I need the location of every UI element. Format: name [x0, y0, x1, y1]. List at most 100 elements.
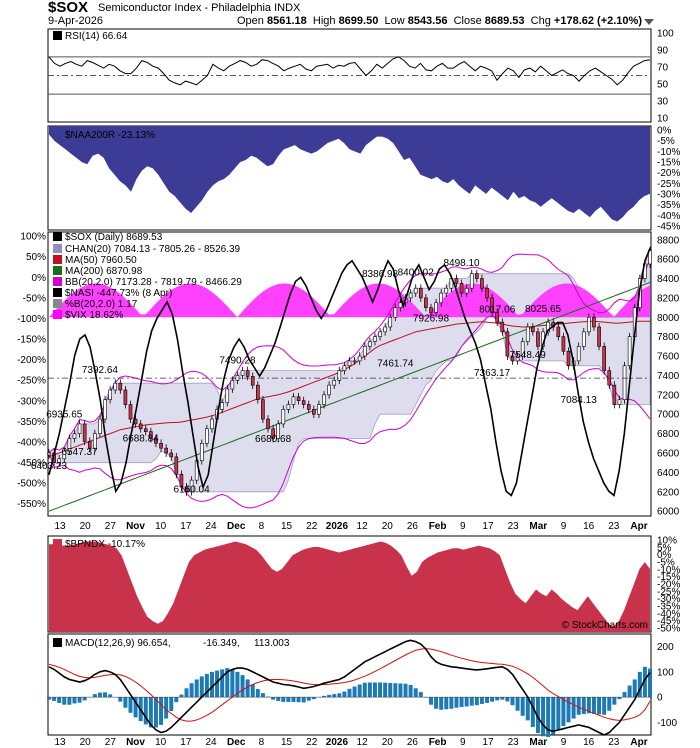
candle-body: [199, 443, 204, 462]
naa200r-tick: -45%: [657, 222, 680, 233]
candle-body: [576, 346, 581, 362]
candle-body: [429, 307, 433, 313]
pct-tick: 0%: [32, 273, 47, 284]
macd-hist-bar: [342, 691, 347, 698]
macd-hist-bar: [418, 692, 423, 698]
candle-body: [352, 360, 357, 363]
macd-hist-bar: [556, 697, 561, 731]
price-annotation: 8400.02: [398, 268, 435, 279]
candle-body: [536, 331, 540, 347]
x-axis-label-bottom: 22: [306, 737, 318, 748]
bpndx-tick: -5%: [657, 558, 675, 569]
price-tick: 7600: [657, 352, 680, 363]
rsi-tick: 100: [657, 29, 674, 40]
candle-body: [174, 456, 179, 475]
x-axis-label: 12: [357, 521, 369, 532]
macd-hist-bar: [276, 697, 281, 701]
pct-tick: 100%: [20, 232, 46, 243]
rsi-legend-swatch: [53, 31, 62, 40]
macd-hist-bar: [52, 697, 57, 701]
x-axis-label: 22: [306, 521, 318, 532]
x-axis-label-bottom: Feb: [429, 737, 447, 748]
x-axis-label: 24: [205, 521, 217, 532]
price-tick: 7800: [657, 332, 680, 343]
candle-body: [301, 400, 306, 405]
candle-body: [520, 341, 525, 357]
x-axis-label: 17: [482, 521, 494, 532]
candle-body: [332, 380, 337, 386]
price-tick: 7200: [657, 390, 680, 401]
macd-hist-bar: [525, 697, 530, 721]
macd-tick: -100: [657, 718, 677, 729]
open-value: 8561.18: [266, 15, 307, 27]
x-axis-label-bottom: 2026: [326, 737, 349, 748]
macd-hist-bar: [378, 682, 383, 698]
x-axis-label: 23: [608, 521, 620, 532]
macd-hist-bar: [510, 697, 515, 706]
bpndx-tick: 10%: [657, 536, 677, 547]
macd-hist-bar: [286, 697, 291, 702]
macd-hist-bar: [393, 683, 398, 698]
macd-hist-bar: [250, 684, 255, 698]
rsi-legend: RSI(14) 66.64: [65, 31, 128, 42]
macd-hist-bar: [255, 689, 260, 698]
macd-hist-bar: [220, 669, 225, 698]
candle-body: [546, 321, 550, 333]
watermark: © StockCharts.com: [562, 620, 648, 631]
price-annotation: 6403.23: [31, 461, 68, 472]
candle-body: [184, 486, 189, 493]
bpndx-legend: $BPNDX -10.17%: [65, 539, 145, 550]
macd-hist-bar: [439, 697, 444, 710]
candle-body: [617, 399, 622, 405]
macd-hist-bar: [164, 697, 169, 719]
indicator-legend-swatch: [53, 244, 62, 253]
macd-hist-bar: [500, 697, 505, 700]
macd-hist-bar: [622, 692, 627, 698]
macd-hist-bar: [474, 697, 479, 706]
bpndx-tick: -35%: [657, 602, 680, 613]
candle-body: [418, 287, 423, 299]
x-axis-label-bottom: 10: [155, 737, 167, 748]
candle-body: [225, 388, 230, 403]
macd-tick: 200: [657, 642, 674, 653]
candle-body: [189, 479, 194, 493]
close-label: Close: [453, 15, 482, 27]
macd-hist-bar: [357, 684, 362, 698]
candle-body: [459, 283, 464, 294]
macd-hist-bar: [383, 682, 388, 698]
candle-body: [505, 331, 510, 357]
macd-hist-bar: [204, 673, 209, 698]
bpndx-tick: -40%: [657, 609, 680, 620]
indicator-legend: %B(20,2.0) 1.17: [65, 299, 138, 310]
price-legend-swatch: [53, 232, 62, 241]
chevron-down-icon[interactable]: [644, 19, 654, 25]
pct-tick: -550%: [17, 499, 46, 510]
x-axis-label-bottom: Apr: [630, 737, 647, 748]
price-tick: 7000: [657, 410, 680, 421]
naa200r-tick: -35%: [657, 200, 680, 211]
symbol-name: Semiconductor Index - Philadelphia INDX: [98, 2, 301, 14]
candle-body: [347, 360, 352, 367]
candle-body: [108, 389, 112, 400]
macd-hist-bar: [372, 682, 377, 698]
price-annotation: 8017.06: [479, 305, 516, 316]
price-annotation: 8025.65: [525, 304, 562, 315]
macd-hist-bar: [337, 693, 342, 698]
rsi-tick: 50: [657, 80, 669, 91]
bpndx-tick: 0%: [657, 550, 672, 561]
macd-hist-bar: [57, 697, 62, 703]
macd-hist-bar: [260, 693, 265, 698]
naa200r-tick: -40%: [657, 211, 680, 222]
candle-body: [113, 382, 118, 391]
macd-hist-bar: [617, 697, 622, 700]
naa200r-legend: $NAA200R -23.13%: [65, 130, 155, 141]
x-axis-label: 8: [259, 521, 265, 532]
naa200r-tick: -15%: [657, 158, 680, 169]
price-annotation: 6160.04: [174, 485, 211, 496]
ohlc-readout: Open 8561.18 High 8699.50 Low 8543.56 Cl…: [237, 15, 642, 27]
chg-label: Chg: [530, 15, 551, 27]
naa200r-tick: -30%: [657, 190, 680, 201]
indicator-legend: $NASI -447.73% (8 Apr): [65, 288, 172, 299]
x-axis-label: 16: [583, 521, 595, 532]
x-axis-label-bottom: 13: [54, 737, 66, 748]
